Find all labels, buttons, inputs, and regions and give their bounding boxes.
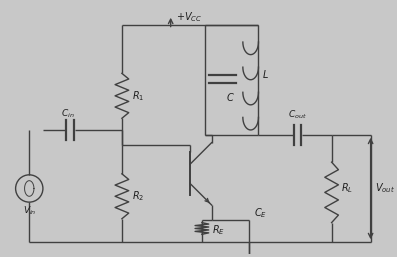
Text: $C_{in}$: $C_{in}$	[62, 107, 75, 120]
Text: $R_1$: $R_1$	[132, 89, 144, 103]
Text: $V_{out}$: $V_{out}$	[376, 182, 395, 195]
Text: $R_2$: $R_2$	[132, 189, 144, 203]
Text: $R_E$: $R_E$	[212, 224, 225, 237]
Text: $C_E$: $C_E$	[254, 206, 267, 220]
Text: $C_{out}$: $C_{out}$	[288, 108, 307, 121]
Text: $R_L$: $R_L$	[341, 182, 353, 195]
Text: $L$: $L$	[262, 68, 269, 80]
Text: $+V_{CC}$: $+V_{CC}$	[175, 10, 202, 24]
Text: $V_{in}$: $V_{in}$	[23, 205, 36, 217]
Text: $C$: $C$	[226, 91, 235, 103]
